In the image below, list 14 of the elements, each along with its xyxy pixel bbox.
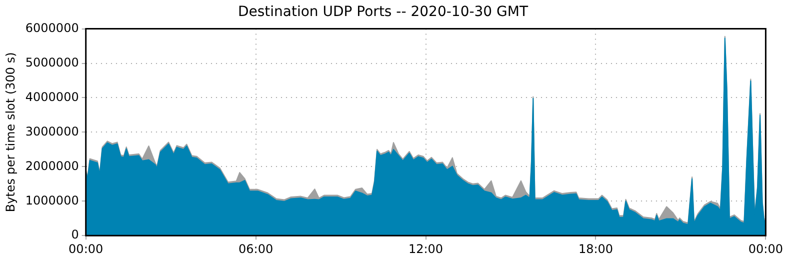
y-tick-label: 3000000 [25,124,79,138]
chart-title: Destination UDP Ports -- 2020-10-30 GMT [238,4,528,20]
y-tick-label: 0 [71,228,79,242]
x-tick-label: 00:00 [68,242,104,256]
x-tick-label: 06:00 [238,242,274,256]
x-tick-label: 18:00 [578,242,614,256]
y-tick-label: 5000000 [25,55,79,70]
x-tick-label: 12:00 [408,242,444,256]
y-tick-label: 2000000 [25,158,79,173]
y-axis-title: Bytes per time slot (300 s) [3,52,18,212]
y-tick-label: 4000000 [25,90,79,104]
y-tick-label: 6000000 [25,20,79,35]
x-tick-label: 00:00 [748,242,784,256]
y-tick-label: 1000000 [25,193,79,208]
